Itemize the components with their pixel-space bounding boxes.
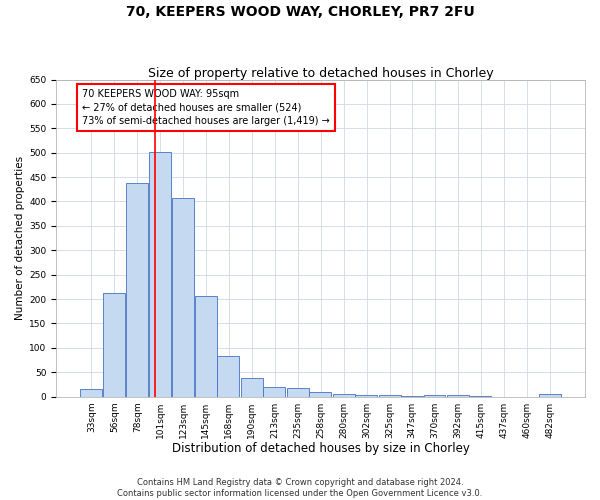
Bar bbox=[263, 388, 285, 396]
Y-axis label: Number of detached properties: Number of detached properties bbox=[15, 156, 25, 320]
Text: 70, KEEPERS WOOD WAY, CHORLEY, PR7 2FU: 70, KEEPERS WOOD WAY, CHORLEY, PR7 2FU bbox=[125, 5, 475, 19]
X-axis label: Distribution of detached houses by size in Chorley: Distribution of detached houses by size … bbox=[172, 442, 470, 455]
Bar bbox=[194, 296, 217, 396]
Bar bbox=[309, 392, 331, 396]
Bar bbox=[126, 184, 148, 396]
Bar bbox=[539, 394, 561, 396]
Bar bbox=[424, 394, 445, 396]
Bar bbox=[149, 152, 170, 396]
Bar bbox=[241, 378, 263, 396]
Bar bbox=[103, 292, 125, 397]
Bar bbox=[379, 395, 401, 396]
Text: Contains HM Land Registry data © Crown copyright and database right 2024.
Contai: Contains HM Land Registry data © Crown c… bbox=[118, 478, 482, 498]
Bar bbox=[287, 388, 308, 396]
Bar bbox=[332, 394, 355, 396]
Bar bbox=[217, 356, 239, 397]
Bar bbox=[172, 198, 194, 396]
Bar bbox=[447, 394, 469, 396]
Text: 70 KEEPERS WOOD WAY: 95sqm
← 27% of detached houses are smaller (524)
73% of sem: 70 KEEPERS WOOD WAY: 95sqm ← 27% of deta… bbox=[82, 90, 330, 126]
Bar bbox=[80, 390, 102, 396]
Title: Size of property relative to detached houses in Chorley: Size of property relative to detached ho… bbox=[148, 66, 493, 80]
Bar bbox=[355, 395, 377, 396]
